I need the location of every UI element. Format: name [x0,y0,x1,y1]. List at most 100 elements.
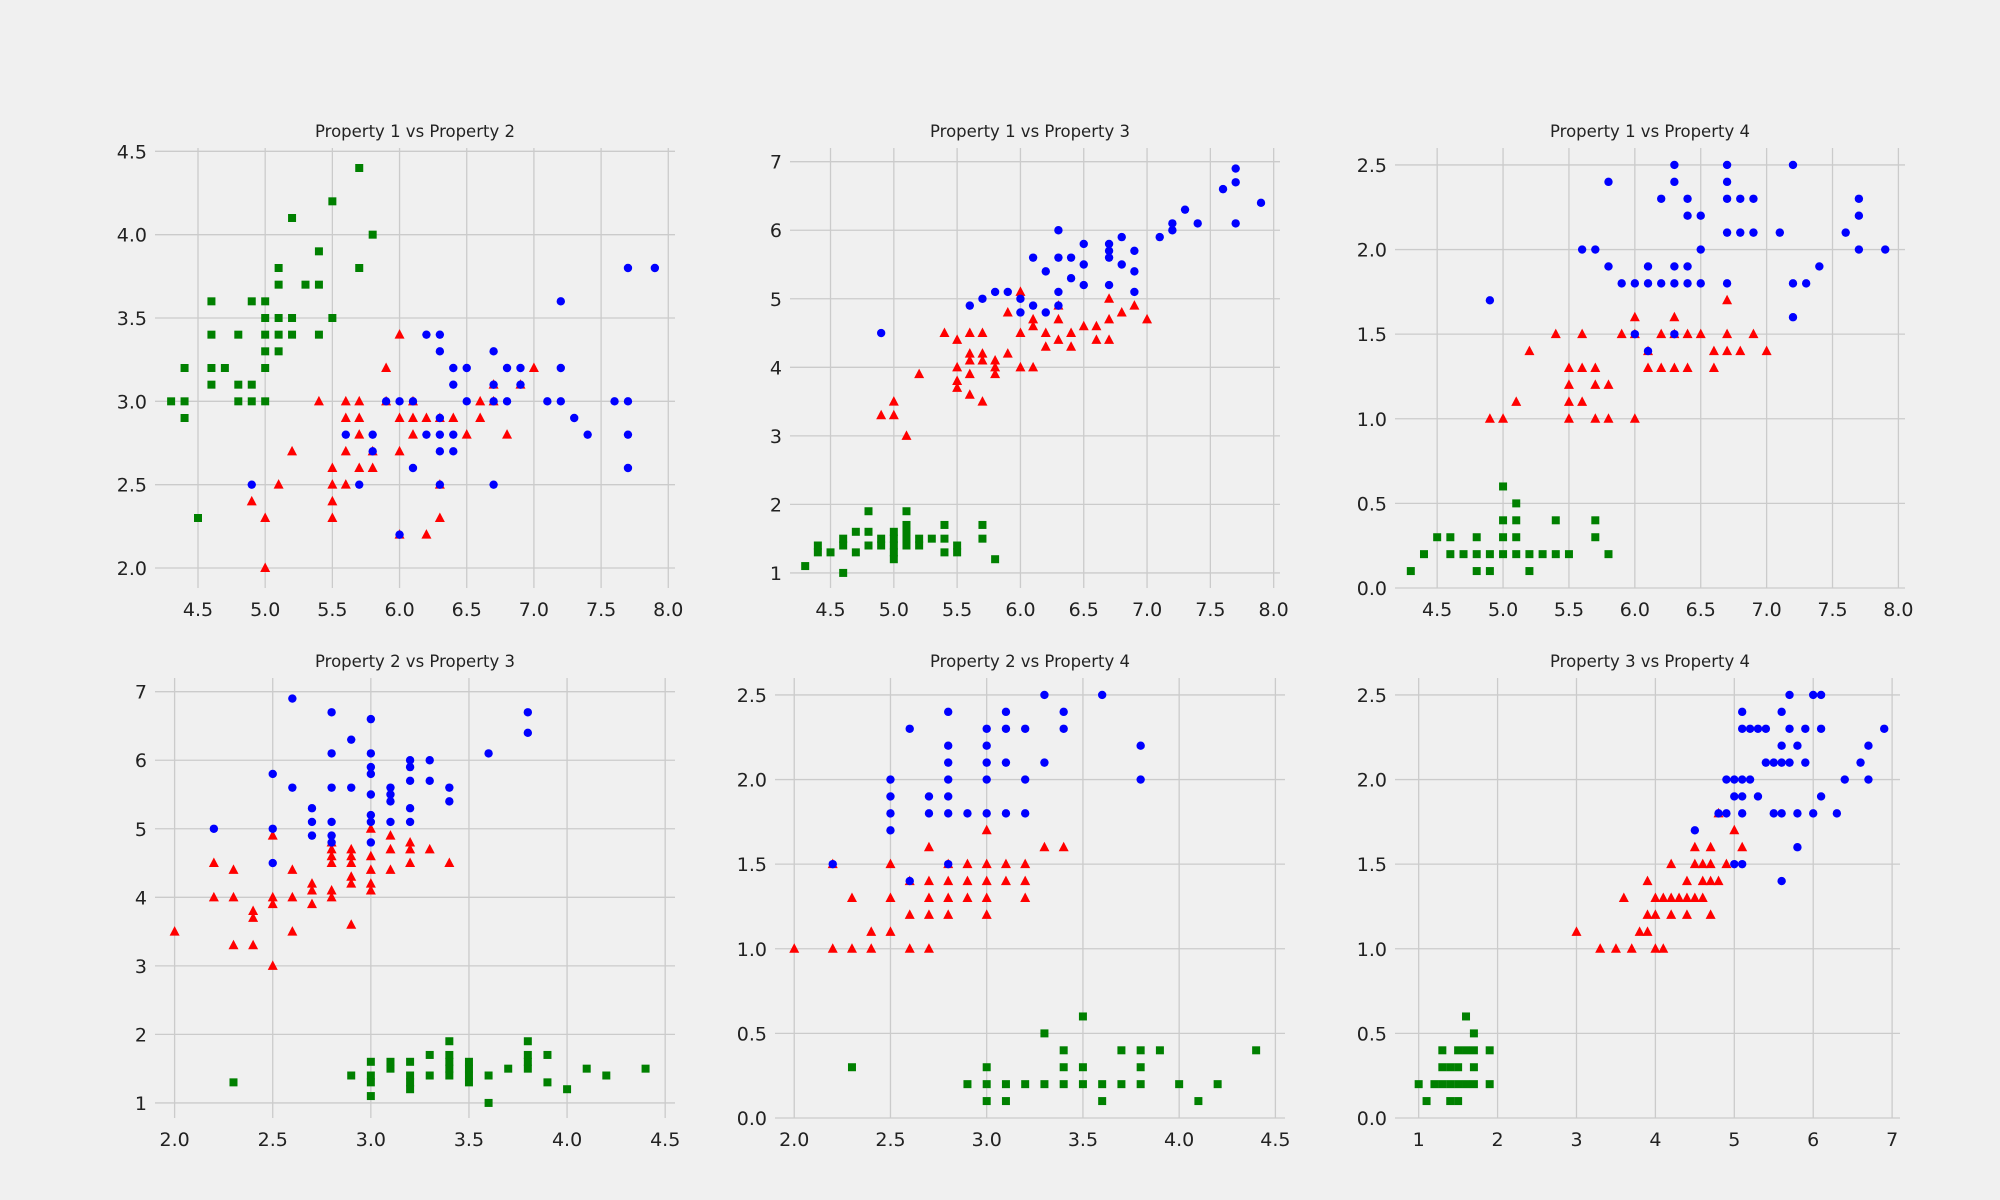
data-point-circle [288,694,297,703]
data-point-triangle [1053,334,1064,344]
data-point-circle [425,776,434,786]
data-point-square [1512,499,1521,508]
data-point-triangle [1563,396,1574,406]
data-point-triangle [1705,858,1716,869]
data-point-square [347,1071,356,1080]
data-point-triangle [208,857,219,868]
data-point-triangle [943,892,954,902]
data-point-circle [556,397,565,406]
data-point-circle [1577,245,1587,254]
data-point-square [1059,1046,1068,1055]
data-point-triangle [365,823,376,833]
data-point-circle [1793,843,1802,852]
y-tick-label: 4 [770,357,782,379]
data-point-square [978,520,987,529]
data-point-circle [268,858,277,868]
x-tick-label: 2.5 [258,1129,288,1151]
data-point-circle [1016,308,1025,317]
data-point-triangle [1577,362,1588,372]
data-point-square [864,527,873,536]
data-point-triangle [964,348,975,358]
data-point-triangle [990,354,1001,365]
data-point-square [1604,550,1613,559]
data-point-circle [327,838,336,847]
data-point-triangle [475,395,486,406]
data-point-square [406,1085,415,1094]
data-point-square [425,1071,434,1080]
data-point-square [445,1064,454,1073]
data-point-circle [1104,280,1114,290]
data-point-triangle [228,891,239,902]
data-point-circle [1054,287,1063,297]
data-point-triangle [267,830,278,840]
data-point-triangle [923,875,934,886]
data-point-square [889,548,898,557]
data-point-triangle [990,361,1001,372]
data-point-triangle [381,362,392,372]
data-point-triangle [208,891,219,902]
data-point-circle [1657,279,1666,288]
data-point-triangle [981,909,992,919]
data-point-triangle [1674,892,1685,902]
data-point-square [877,541,886,550]
data-point-circle [462,363,471,373]
data-point-circle [1722,177,1732,187]
y-tick-label: 5 [135,819,147,841]
data-points [789,690,1261,1106]
data-point-square [813,541,822,550]
x-tick-label: 7 [1886,1129,1898,1151]
data-point-circle [1617,279,1626,288]
data-point-circle [1079,260,1088,269]
data-point-circle [982,758,991,767]
data-point-triangle [1603,379,1614,389]
data-point-circle [1040,758,1049,767]
data-point-circle [1670,262,1679,271]
data-point-triangle [1590,379,1601,389]
data-point-square [1454,1080,1463,1089]
data-point-circle [307,804,317,813]
data-point-circle [366,769,376,779]
data-point-triangle [1729,824,1740,835]
data-point-square [1419,550,1428,559]
data-point-square [889,541,898,550]
subplot-property-1-vs-property-2: Property 1 vs Property 2 4.5 5.0 5.5 6.0 6.5… [117,122,684,621]
subplot-title: Property 1 vs Property 4 [1550,122,1750,141]
data-point-triangle [228,939,239,950]
data-point-triangle [1104,334,1115,344]
data-point-circle [435,430,445,439]
data-point-triangle [260,562,271,572]
data-point-triangle [340,479,351,489]
data-point-triangle [1722,328,1733,339]
data-point-triangle [394,412,405,422]
data-point-square [180,364,189,372]
data-point-square [889,534,898,543]
x-tick-label: 5.0 [250,599,280,621]
data-point-triangle [1697,875,1708,886]
data-point-circle [1001,724,1011,733]
data-point-square [1406,567,1415,576]
data-point-triangle [385,864,396,874]
subplot-title: Property 2 vs Property 3 [315,652,515,671]
data-point-square [464,1078,473,1087]
data-point-square [889,527,898,536]
data-point-circle [650,263,660,273]
data-point-circle [1722,160,1732,170]
data-point-square [1525,567,1534,576]
data-point-circle [1028,253,1038,262]
data-point-circle [1643,262,1653,271]
data-point-circle [623,463,633,473]
data-point-circle [1066,274,1076,283]
data-point-triangle [528,362,539,372]
data-point-circle [828,859,837,869]
data-point-triangle [1697,892,1708,902]
data-point-square [1446,1080,1455,1089]
data-point-square [582,1064,591,1073]
data-point-square [1446,1063,1455,1072]
data-point-triangle [1015,327,1026,338]
data-point-triangle [1066,341,1077,351]
data-point-square [927,534,936,543]
data-point-square [366,1071,375,1080]
data-point-square [963,1080,972,1089]
data-point-triangle [1104,293,1115,303]
data-point-square [877,534,886,543]
